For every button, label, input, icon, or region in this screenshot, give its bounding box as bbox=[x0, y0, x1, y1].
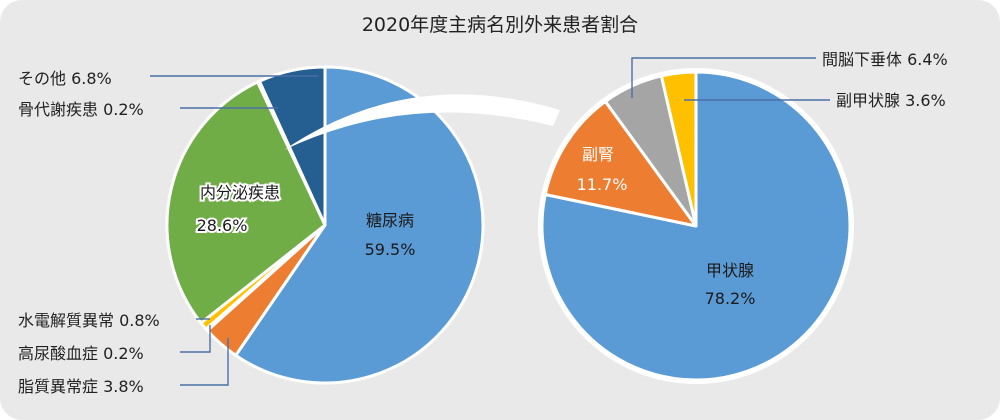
label-water: 水電解質異常 0.8% bbox=[18, 311, 160, 330]
breakdown-pie bbox=[540, 70, 852, 382]
leader-line-uric bbox=[180, 325, 211, 353]
label-endocrine-name: 内分泌疾患 bbox=[200, 183, 280, 202]
label-adrenal-name: 副腎 bbox=[582, 145, 614, 164]
label-diabetes-value: 59.5% bbox=[365, 240, 416, 259]
label-diabetes-name: 糖尿病 bbox=[366, 211, 414, 230]
label-bone: 骨代謝疾患 0.2% bbox=[18, 100, 144, 119]
breakdown-pie-slice-0 bbox=[540, 70, 852, 382]
label-uric: 高尿酸血症 0.2% bbox=[18, 344, 144, 363]
label-lipid: 脂質異常症 3.8% bbox=[18, 377, 144, 396]
leader-lines bbox=[150, 57, 830, 386]
main-pie bbox=[165, 65, 485, 385]
chart-title: 2020年度主病名別外来患者割合 bbox=[362, 14, 638, 36]
breakdown-pie-slice-1 bbox=[543, 99, 698, 228]
leader-line-pituitary bbox=[631, 57, 816, 98]
label-parathyroid: 副甲状腺 3.6% bbox=[836, 91, 946, 110]
label-other: その他 6.8% bbox=[18, 69, 112, 88]
label-adrenal-value: 11.7% bbox=[577, 175, 628, 194]
leader-line-lipid bbox=[180, 338, 229, 386]
main-pie-slice-0 bbox=[234, 65, 485, 385]
label-pituitary: 間脳下垂体 6.4% bbox=[822, 50, 948, 69]
breakdown-pie-slice-3 bbox=[659, 70, 698, 228]
label-thyroid-value: 78.2% bbox=[705, 289, 756, 308]
pie-connector bbox=[284, 94, 560, 150]
label-endocrine-value: 28.6% bbox=[197, 216, 248, 235]
label-thyroid-name: 甲状腺 bbox=[706, 261, 754, 280]
